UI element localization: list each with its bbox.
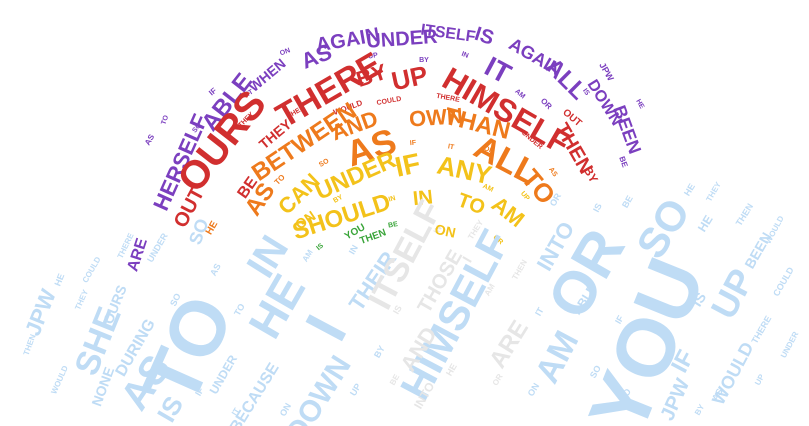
word-own: OWN — [408, 103, 463, 132]
filler-word: THERE — [436, 93, 461, 104]
filler-word: BY — [332, 194, 344, 205]
filler-word: HE — [634, 98, 645, 110]
filler-word: UP — [519, 190, 531, 202]
filler-word: ON — [483, 145, 495, 155]
filler-word: IS — [315, 242, 325, 252]
filler-word: IS — [581, 87, 591, 97]
filler-word: IT — [246, 88, 256, 98]
filler-word: ON — [279, 47, 291, 57]
filler-word: IN — [388, 195, 397, 204]
filler-word: AM — [481, 183, 494, 194]
filler-word: BE — [388, 221, 399, 230]
filler-word: BY — [419, 57, 429, 64]
word-on: ON — [433, 221, 457, 241]
filler-word: AS — [547, 166, 559, 178]
filler-word: IN — [460, 51, 469, 60]
word-under: UNDER — [366, 26, 439, 53]
word-i: I — [459, 254, 475, 265]
filler-word: IS — [591, 202, 604, 214]
filler-word: IT — [447, 143, 455, 151]
filler-word: BE — [617, 155, 629, 169]
filler-word: COULD — [376, 96, 402, 107]
filler-word: HE — [52, 272, 66, 287]
filler-word: IN — [432, 224, 444, 236]
filler-word: TO — [160, 114, 170, 126]
word-up: UP — [389, 59, 431, 96]
filler-word: IN — [347, 243, 360, 256]
filler-word: IF — [207, 86, 218, 98]
filler-word: IT — [230, 406, 241, 417]
filler-word: SO — [318, 157, 331, 168]
filler-word: IF — [410, 140, 418, 148]
word-in: IN — [412, 186, 434, 210]
filler-word: UP — [368, 52, 379, 61]
